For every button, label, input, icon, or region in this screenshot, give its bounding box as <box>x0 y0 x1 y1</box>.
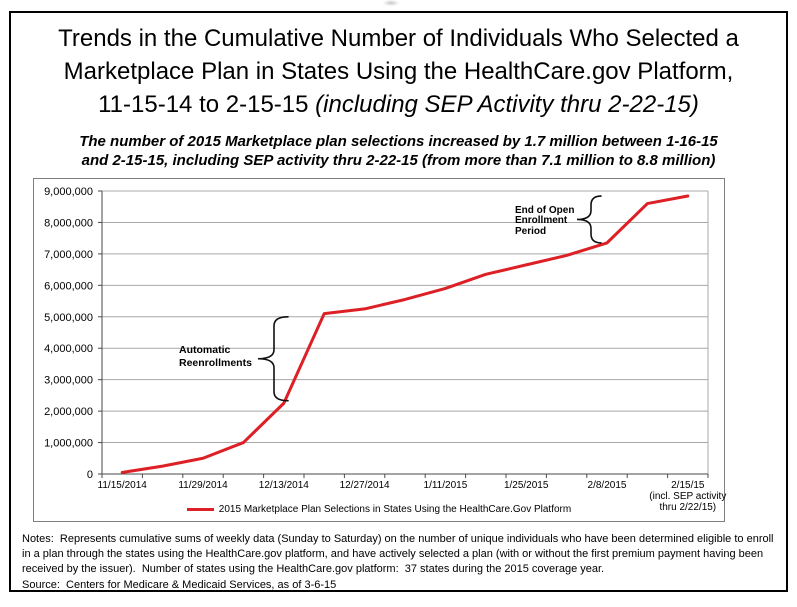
source-text: Source: Centers for Medicare & Medicaid … <box>22 579 337 591</box>
legend-line-swatch <box>186 508 214 511</box>
y-axis-label: 0 <box>87 469 93 481</box>
subtitle-line-1: The number of 2015 Marketplace plan sele… <box>79 133 718 150</box>
chart-area: 0 1,000,000 2,000,000 3,000,000 4,000,000 5,0… <box>33 178 726 522</box>
figure-border-box: Trends in the Cumulative Number of Indiv… <box>9 11 788 592</box>
x-axis-label: 2/15/15 (incl. SEP activity thru 2/22/15) <box>649 480 726 513</box>
y-axis-label: 7,000,000 <box>44 249 93 261</box>
annotation-automatic-reenrollments: Automatic Reenrollments <box>179 344 252 370</box>
line-chart-plot: 0 1,000,000 2,000,000 3,000,000 4,000,000 5,0… <box>44 186 726 513</box>
y-axis-label: 2,000,000 <box>44 406 93 418</box>
page-top-artifact <box>383 0 399 6</box>
y-axis-label: 5,000,000 <box>44 312 93 324</box>
x-axis-label: 2/8/2015 <box>588 480 627 491</box>
y-axis-label: 6,000,000 <box>44 280 93 292</box>
annotation-brace <box>576 195 602 244</box>
legend: 2015 Marketplace Plan Selections in Stat… <box>34 504 724 515</box>
title-line-3-italic: (including SEP Activity thru 2-22-15) <box>315 91 699 118</box>
y-axis-label: 9,000,000 <box>44 186 93 198</box>
y-axis-label: 3,000,000 <box>44 375 93 387</box>
series-line <box>120 194 690 474</box>
x-axis-label: 12/27/2014 <box>340 480 390 491</box>
annotation-line: Automatic <box>179 344 231 356</box>
y-axis-label: 1,000,000 <box>44 438 93 450</box>
x-axis-label: 1/25/2015 <box>504 480 549 491</box>
x-axis-label: 11/15/2014 <box>98 480 148 491</box>
x-axis-label: 11/29/2014 <box>178 480 228 491</box>
title-line-1: Trends in the Cumulative Number of Indiv… <box>58 25 739 52</box>
annotation-brace <box>257 315 289 402</box>
chart-title: Trends in the Cumulative Number of Indiv… <box>15 22 782 121</box>
annotation-line: End of Open <box>515 205 575 216</box>
y-axis-label: 4,000,000 <box>44 343 93 355</box>
chart-subtitle: The number of 2015 Marketplace plan sele… <box>15 132 782 170</box>
annotation-line: Reenrollments <box>179 357 252 369</box>
title-line-3: 11-15-14 to 2-15-15 <box>98 91 309 118</box>
annotation-line: Enrollment <box>515 215 568 227</box>
notes-text: Notes: Represents cumulative sums of wee… <box>22 533 777 575</box>
annotation-line: Period <box>515 225 547 237</box>
annotation-end-of-open-enrollment: End of Open Enrollment Period <box>515 205 575 237</box>
y-axis-label: 8,000,000 <box>44 217 93 229</box>
x-axis-label: 12/13/2014 <box>259 480 309 491</box>
title-line-2: Marketplace Plan in States Using the Hea… <box>63 58 734 85</box>
legend-label: 2015 Marketplace Plan Selections in Stat… <box>218 504 572 515</box>
x-axis-label: 1/11/2015 <box>424 480 468 491</box>
subtitle-line-2: and 2-15-15, including SEP activity thru… <box>81 152 716 169</box>
